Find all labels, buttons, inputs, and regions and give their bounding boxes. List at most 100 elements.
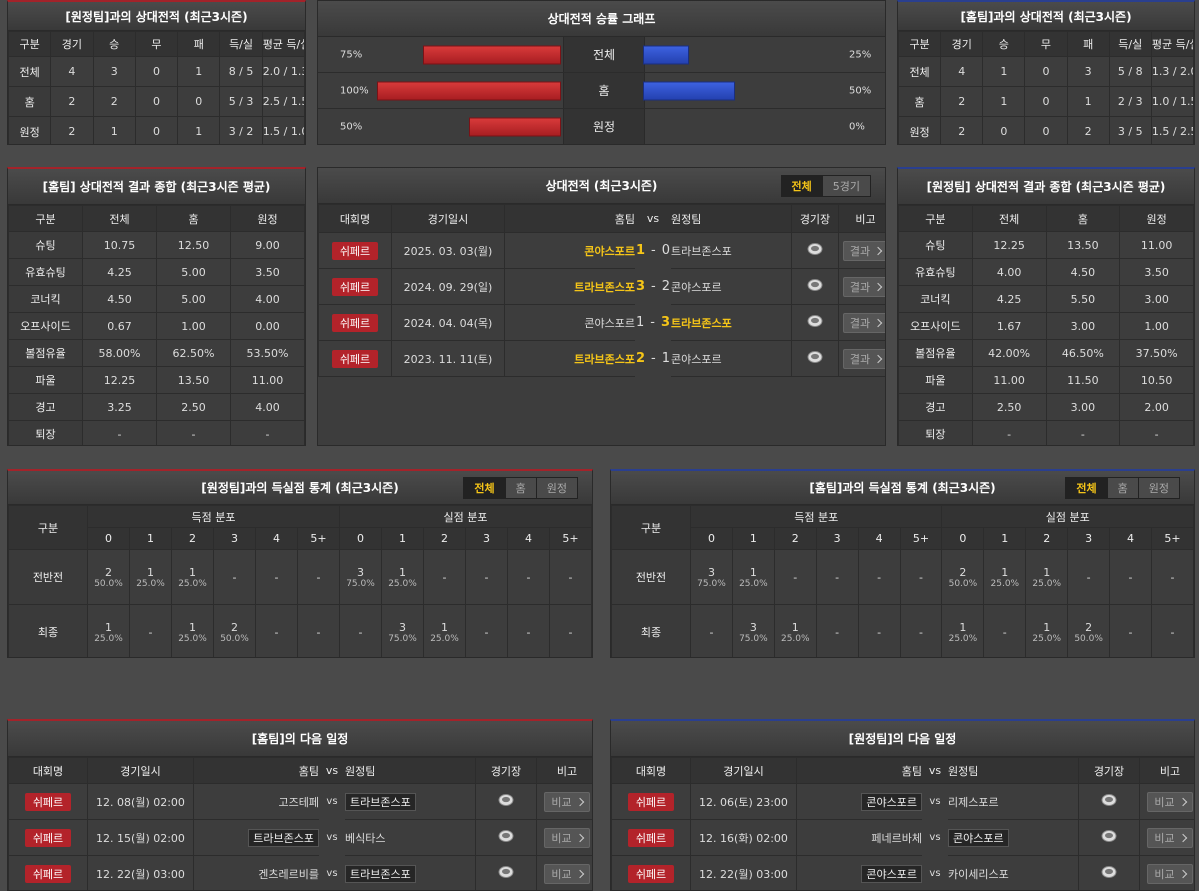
button[interactable]: 비교 [1147,827,1193,848]
cell: 1.00 [1119,312,1194,340]
group-header: 득점 분포 [87,505,340,528]
cell: 0 [1024,86,1068,117]
league-badge: 쉬페르 [24,792,72,811]
stadium-cell [475,783,537,820]
tab[interactable]: 전체 [781,175,822,196]
score-separator: - [651,279,656,294]
button[interactable]: 결과 [842,276,885,297]
cell: - [1119,420,1194,445]
tab[interactable]: 전체 [464,477,505,498]
match-row: 쉬페르 2024. 09. 29(일) 트라브존스포 3-2 콘야스포르 결과 [318,268,885,305]
cell: 11.00 [230,366,305,394]
header-cell: 비고 [536,757,592,784]
row: 슈팅 10.75 12.50 9.00 [8,231,305,259]
button[interactable]: 결과 [842,240,885,261]
cell: 0 [177,86,221,117]
header-cell: 구분 [898,205,973,232]
row: 유효슈팅 4.25 5.00 3.50 [8,258,305,286]
row: 원정 2 0 0 2 3 / 5 1.5 / 2.5 [898,116,1194,144]
row: 전반전 3 75.0% 1 25.0% - - - -2 50.0% 1 25.0% 1 25.0% - - - [611,549,1194,605]
tab[interactable]: 전체 [1066,477,1107,498]
row: 전체 4 3 0 1 8 / 5 2.0 / 1.3 [8,56,305,87]
cell: 2 [940,116,984,144]
tab[interactable]: 원정 [535,477,577,498]
cell: 42.00% [971,339,1047,367]
score-cell: 3-2 [635,269,671,305]
button[interactable]: 비교 [544,827,590,848]
button[interactable]: 비교 [1147,791,1193,812]
bucket-header: 1 [129,527,172,550]
cell: 12.50 [156,231,231,259]
count: 3 [399,620,406,634]
cell: 1.0 / 1.5 [1150,86,1194,117]
away-team: 트라브존스포 [671,304,792,341]
date-cell: 2024. 09. 29(일) [391,268,505,305]
home-team-cell: 트라브존스포 [193,819,319,856]
cell: 5.00 [156,285,231,313]
cell: 2 [50,86,94,117]
panel-title: 상대전적 (최근3시즌) [545,179,658,193]
league-cell: 쉬페르 [8,783,88,820]
match-row: 쉬페르 2023. 11. 11(토) 트라브존스포 2-1 콘야스포르 결과 [318,340,885,377]
dist-cell: 1 25.0% [171,604,214,657]
tab[interactable]: 5경기 [821,175,870,196]
league-badge: 쉬페르 [331,277,379,296]
tab[interactable]: 홈 [504,477,536,498]
dist-cell: 1 25.0% [87,604,130,657]
row-label: 파울 [8,366,83,394]
stadium-icon [498,866,514,878]
score-separator: - [651,351,656,366]
league-cell: 쉬페르 [611,819,691,856]
cell: 3.25 [82,393,157,421]
stadium-cell [791,340,839,377]
away-team: 카이세리스포 [948,867,1009,881]
row-label: 퇴장 [898,420,973,445]
vs-cell: vs [929,796,941,808]
dist-cell: 1 25.0% [423,604,466,657]
header-cell: 경기 [940,31,984,57]
home-team: 콘야스포르 [861,792,922,811]
button[interactable]: 결과 [842,312,885,333]
button[interactable]: 결과 [842,348,885,369]
header-cell: 평균 득/실 [261,31,305,57]
league-cell: 쉬페르 [318,232,392,269]
header-cell: 대회명 [318,204,392,233]
cell: 12.25 [82,366,157,394]
note-cell: 비교 [1139,855,1194,890]
count: 3 [707,565,715,579]
cell: 1 [1066,86,1110,117]
league-cell: 쉬페르 [611,855,691,890]
row-label: 원정 [898,116,942,144]
tab[interactable]: 원정 [1137,477,1179,498]
button[interactable]: 비교 [544,791,590,812]
panel-title-bar: [홈팀]의 다음 일정 [8,721,592,757]
panel-title: [홈팀]의 다음 일정 [251,732,349,746]
home-team: 트라브존스포 [248,828,319,847]
header-cell: 무 [1024,31,1068,57]
row-label: 슈팅 [898,231,973,259]
cell: 5 / 3 [219,86,263,117]
header-cell: 원정 [230,205,305,232]
panel-title: [원정팀]과의 득실점 통계 (최근3시즌) [201,481,399,495]
cell: 3 [92,56,136,87]
chevron [1178,869,1187,878]
bucket-header: 2 [773,527,817,550]
bucket-header: 0 [87,527,130,550]
date-cell: 12. 16(화) 02:00 [690,819,797,856]
group-header: 실점 분포 [339,505,592,528]
row: 원정 2 1 0 1 3 / 2 1.5 / 1.0 [8,116,305,144]
button[interactable]: 비교 [544,863,590,884]
cell: 0.67 [82,312,157,340]
graph-row: 75% 전체 25% [318,37,885,73]
button[interactable]: 비교 [1147,863,1193,884]
graph-row-label: 전체 [563,37,645,72]
cell: 62.50% [156,339,231,367]
away-team-cell: 베식타스 [345,819,476,856]
percent: 25.0% [948,633,978,644]
header-cell: 전체 [82,205,157,232]
tab[interactable]: 홈 [1106,477,1138,498]
stadium-cell [1078,819,1140,856]
stadium-icon [807,243,823,255]
